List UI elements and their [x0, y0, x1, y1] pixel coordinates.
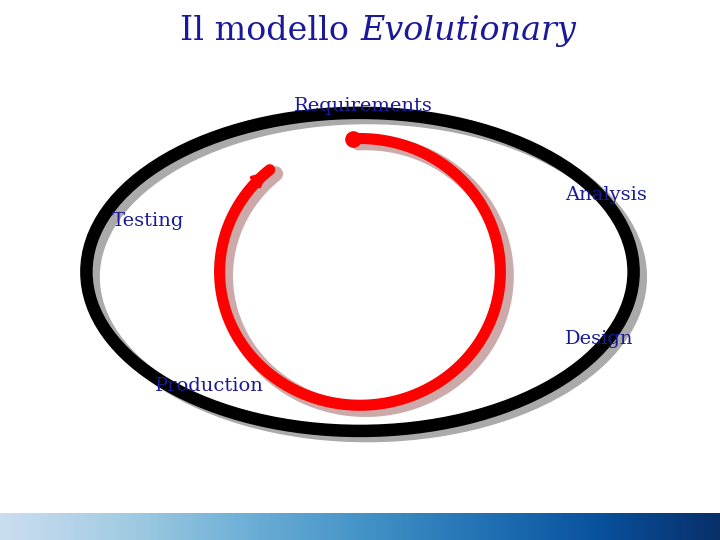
Point [347, 134, 359, 143]
Text: Il modello: Il modello [181, 15, 360, 48]
Text: Requirements: Requirements [294, 97, 433, 116]
Text: Evolutionary: Evolutionary [360, 15, 576, 48]
Text: Design: Design [565, 329, 634, 348]
Text: Production: Production [155, 377, 264, 395]
Text: Testing: Testing [112, 212, 184, 230]
Text: Analysis: Analysis [565, 186, 647, 204]
